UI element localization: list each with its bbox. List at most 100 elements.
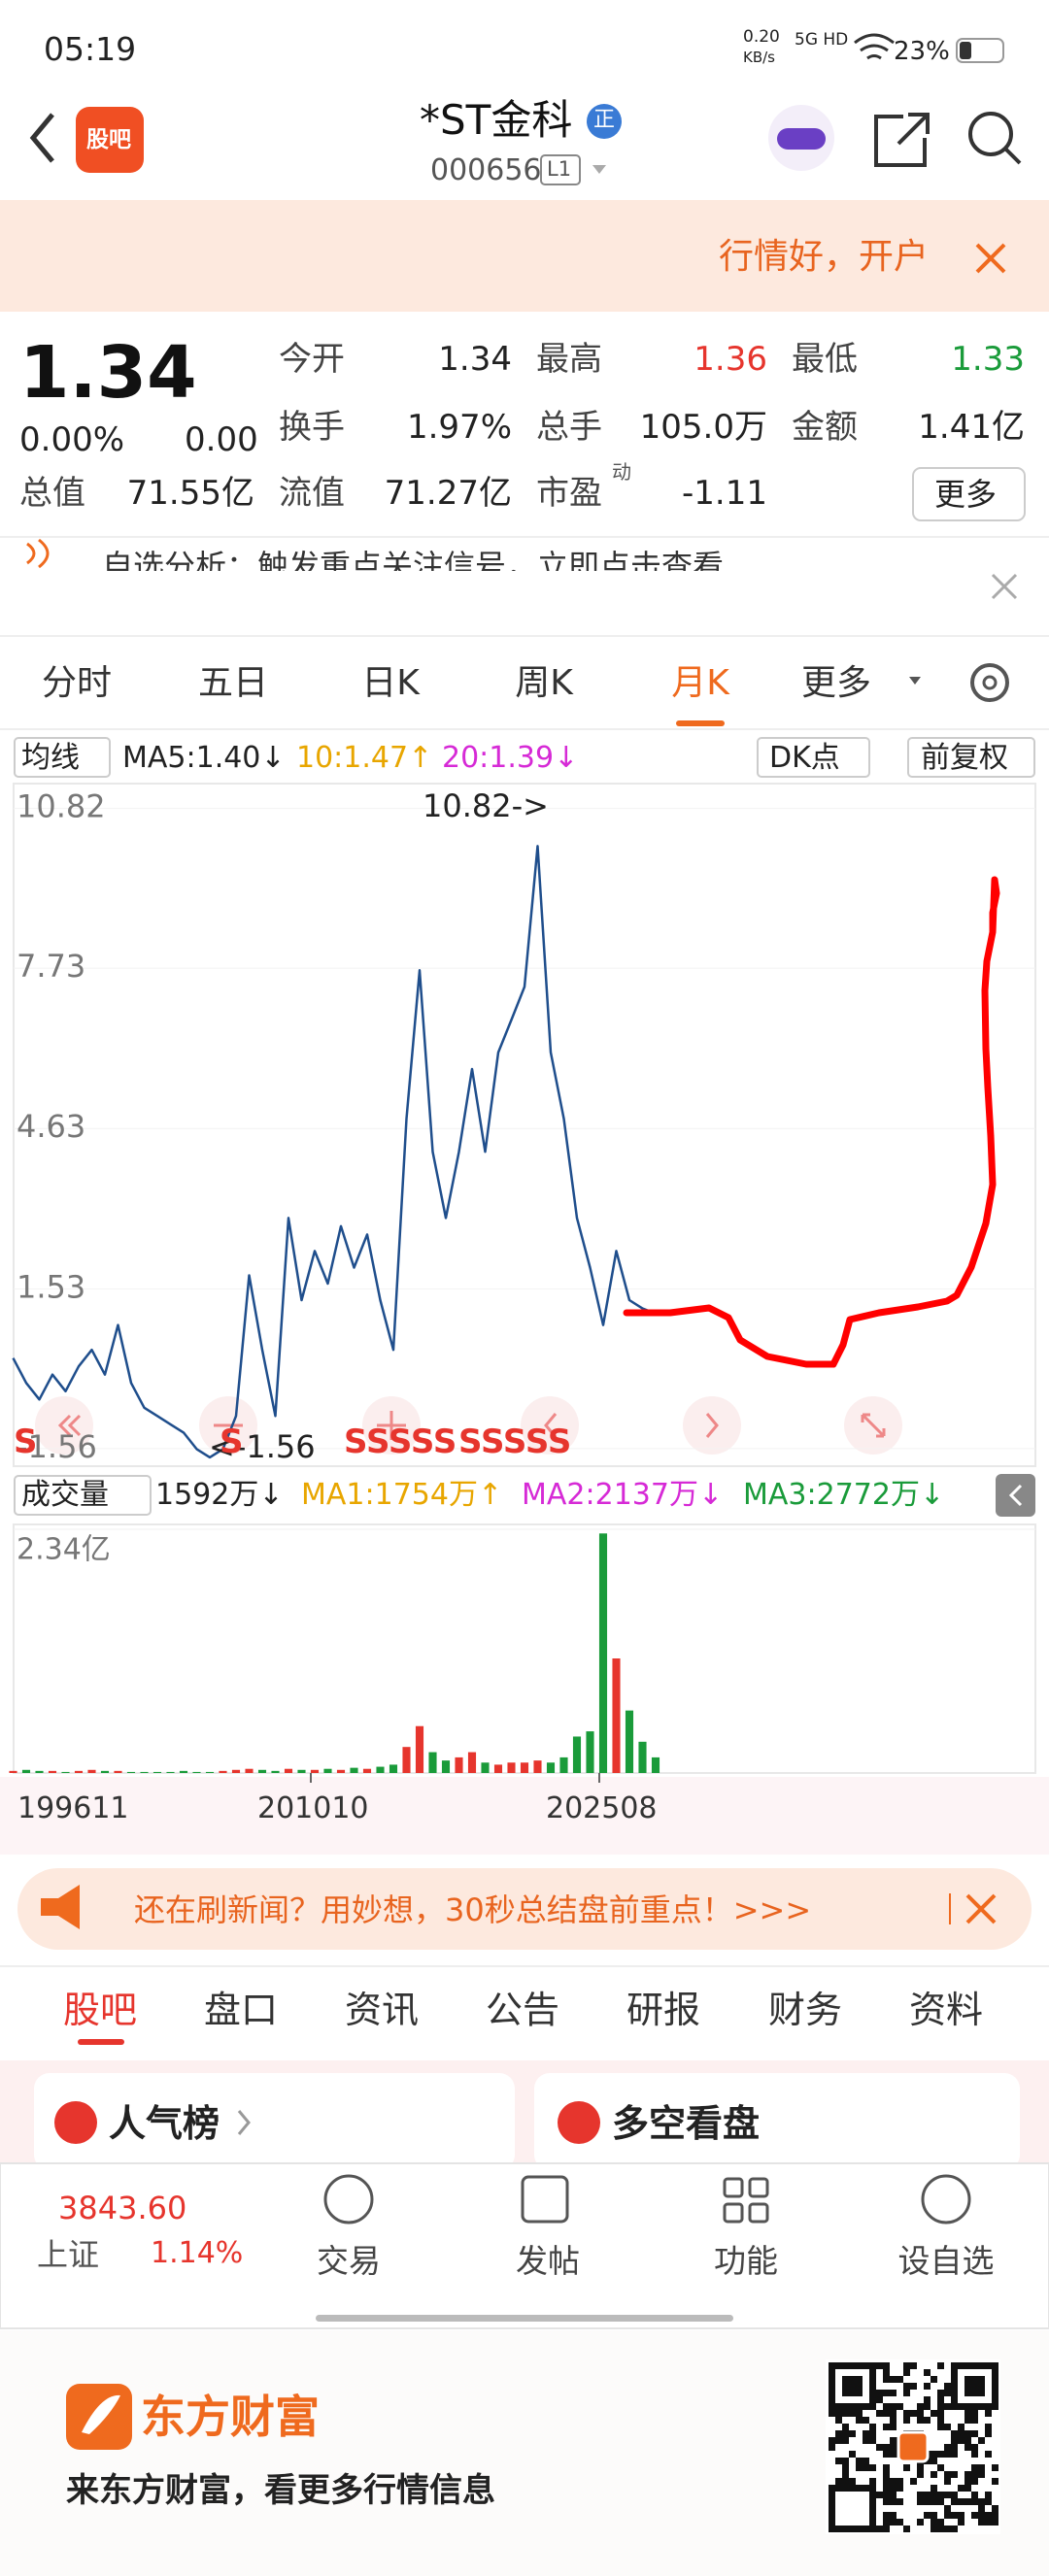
volume-bar xyxy=(362,1768,372,1773)
qr-cell xyxy=(937,2417,944,2424)
volume-bar xyxy=(284,1768,293,1773)
settings-button[interactable] xyxy=(970,663,1009,702)
volume-bar xyxy=(126,1771,136,1773)
volume-bar xyxy=(481,1762,490,1773)
banner-close[interactable] xyxy=(975,243,1006,274)
qr-cell xyxy=(971,2383,978,2390)
qr-cell xyxy=(978,2498,985,2505)
nav-item[interactable]: 设自选 xyxy=(897,2242,995,2280)
volume-selector-label[interactable]: 成交量 xyxy=(21,1478,109,1512)
volume-bar xyxy=(271,1770,280,1773)
volume-frame xyxy=(13,1523,1036,1774)
section-tab[interactable]: 公告 xyxy=(485,1989,560,2031)
period-tab[interactable]: 分时 xyxy=(41,663,113,703)
qr-cell xyxy=(835,2437,842,2444)
app-icon-label[interactable]: 股吧 xyxy=(86,127,131,152)
index-value[interactable]: 3843.60 xyxy=(58,2190,187,2226)
field-value: -1.11 xyxy=(682,474,767,513)
qr-cell xyxy=(869,2430,876,2437)
index-change[interactable]: 1.14% xyxy=(151,2236,244,2270)
banner-bg[interactable] xyxy=(0,200,1049,312)
dk-button[interactable] xyxy=(757,737,870,778)
qr-cell xyxy=(842,2390,849,2396)
qr-cell xyxy=(958,2485,964,2492)
qr-cell xyxy=(890,2417,897,2424)
qr-cell xyxy=(971,2410,978,2417)
nav-item[interactable]: 功能 xyxy=(714,2242,778,2280)
section-tab[interactable]: 研报 xyxy=(626,1989,701,2031)
volume-bar xyxy=(21,1769,31,1773)
qr-cell xyxy=(890,2410,897,2417)
ad-bg[interactable] xyxy=(17,1868,1032,1950)
section-tab[interactable]: 资料 xyxy=(908,1989,984,2031)
qr-cell xyxy=(944,2403,951,2410)
banner-text[interactable]: 行情好，开户 xyxy=(719,237,930,277)
qr-cell xyxy=(924,2396,931,2403)
qr-cell xyxy=(835,2526,842,2532)
section-tab[interactable]: 股吧 xyxy=(62,1989,138,2031)
panel-toggle-arrow xyxy=(1008,1484,1023,1507)
card[interactable] xyxy=(34,2073,515,2170)
search-button[interactable] xyxy=(968,112,1013,156)
qr-cell xyxy=(937,2451,944,2458)
nav-button[interactable] xyxy=(521,1396,579,1455)
function-icon xyxy=(723,2177,769,2224)
qr-cell xyxy=(917,2498,924,2505)
news-text[interactable]: 自选分析：触发重点关注信号，立即点击查看 xyxy=(102,548,725,571)
ad-text[interactable]: 还在刷新闻？用妙想，30秒总结盘前重点！>>> xyxy=(134,1891,812,1928)
adjust-button[interactable] xyxy=(907,737,1035,778)
nav-button[interactable] xyxy=(35,1396,93,1455)
qr-cell xyxy=(971,2376,978,2383)
qr-cell xyxy=(917,2403,924,2410)
period-tab[interactable]: 日K xyxy=(361,663,420,703)
qr-cell xyxy=(849,2451,856,2458)
qr-cell xyxy=(917,2492,924,2498)
qr-cell xyxy=(937,2403,944,2410)
volume-selector[interactable] xyxy=(14,1475,152,1516)
qr-cell xyxy=(937,2492,944,2498)
qr-cell xyxy=(876,2396,883,2403)
qr-cell xyxy=(958,2424,964,2430)
period-tab[interactable]: 月K xyxy=(671,663,729,703)
share-button[interactable] xyxy=(874,113,930,167)
section-tab[interactable]: 财务 xyxy=(767,1989,843,2031)
qr-cell xyxy=(835,2403,842,2410)
card[interactable] xyxy=(534,2073,1020,2170)
more-button[interactable] xyxy=(912,467,1026,521)
nav-item[interactable]: 交易 xyxy=(317,2242,381,2280)
nav-item[interactable]: 发帖 xyxy=(516,2242,580,2280)
ma-selector-label[interactable]: 均线 xyxy=(21,741,80,775)
close-icon[interactable] xyxy=(965,1893,997,1924)
dropdown-arrow[interactable] xyxy=(592,165,606,174)
panel-toggle[interactable] xyxy=(996,1474,1035,1517)
nav-button[interactable] xyxy=(683,1396,741,1455)
period-tab[interactable]: 更多 xyxy=(800,663,872,703)
more-button-label[interactable]: 更多 xyxy=(934,476,998,513)
qr-cell xyxy=(829,2376,835,2383)
qr-cell xyxy=(964,2403,971,2410)
chart-frame xyxy=(13,783,1036,1467)
qr-cell xyxy=(842,2424,849,2430)
field-label: 总值 xyxy=(19,474,85,513)
index-name[interactable]: 上证 xyxy=(37,2236,100,2273)
app-icon[interactable] xyxy=(76,107,144,173)
dk-label[interactable]: DK点 xyxy=(769,741,840,775)
qr-cell xyxy=(869,2526,876,2532)
wifi-icon xyxy=(854,33,895,60)
card-title[interactable]: 多空看盘 xyxy=(612,2102,761,2145)
news-close[interactable] xyxy=(991,573,1018,600)
ma-selector[interactable] xyxy=(14,737,111,778)
section-tab[interactable]: 资讯 xyxy=(344,1989,420,2031)
dropdown-arrow[interactable] xyxy=(909,677,921,685)
qr-cell xyxy=(971,2451,978,2458)
period-tab[interactable]: 五日 xyxy=(197,663,269,703)
qr-cell xyxy=(985,2362,992,2369)
trade-icon xyxy=(323,2174,374,2225)
back-button[interactable] xyxy=(29,113,54,163)
section-tab[interactable]: 盘口 xyxy=(203,1989,279,2031)
card-title[interactable]: 人气榜 xyxy=(109,2102,220,2145)
qr-cell xyxy=(951,2362,958,2369)
field-label: 最低 xyxy=(792,340,858,379)
adjust-label[interactable]: 前复权 xyxy=(921,741,1008,775)
period-tab[interactable]: 周K xyxy=(515,663,573,703)
